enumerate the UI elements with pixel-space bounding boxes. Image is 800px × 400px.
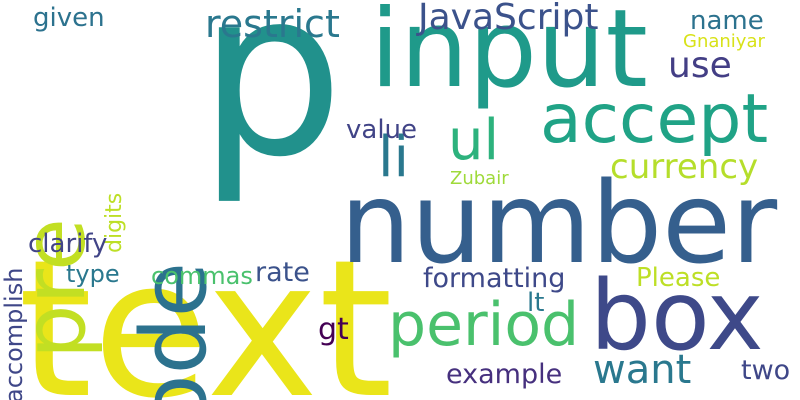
word-javascript: JavaScript	[418, 0, 599, 38]
word-gt: gt	[318, 312, 349, 347]
word-example: example	[446, 359, 563, 390]
word-period: period	[388, 290, 580, 360]
word-gnaniyar: Gnaniyar	[683, 31, 765, 52]
word-accept: accept	[540, 80, 769, 159]
word-want: want	[593, 347, 692, 393]
word-text: text	[18, 219, 393, 400]
word-li: li	[378, 125, 410, 190]
word-restrict: restrict	[205, 2, 340, 46]
word-type: type	[66, 260, 120, 288]
word-formatting: formatting	[423, 263, 566, 294]
word-ul: ul	[448, 108, 500, 173]
word-use: use	[668, 45, 732, 86]
word-lt: lt	[527, 288, 545, 318]
word-name: name	[690, 6, 764, 36]
word-accomplish: accomplish	[0, 267, 28, 400]
word-currency: currency	[610, 147, 759, 187]
word-p: p	[198, 0, 344, 208]
word-value: value	[346, 115, 418, 145]
word-rate: rate	[255, 257, 310, 288]
word-box: box	[590, 260, 764, 372]
word-number: number	[340, 159, 778, 289]
word-two: two	[741, 355, 791, 386]
word-input: input	[370, 0, 648, 112]
word-given: given	[33, 3, 105, 33]
word-commas: commas	[151, 262, 253, 290]
word-please: Please	[636, 263, 721, 293]
word-clarify: clarify	[28, 229, 108, 259]
word-zubair: Zubair	[450, 168, 509, 189]
